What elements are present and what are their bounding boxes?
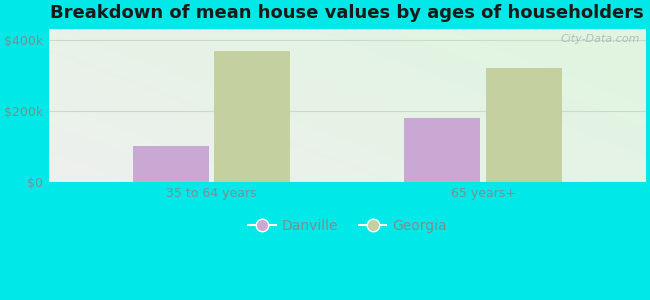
Bar: [404, 118, 480, 182]
Title: Breakdown of mean house values by ages of householders: Breakdown of mean house values by ages o…: [51, 4, 644, 22]
Legend: Danville, Georgia: Danville, Georgia: [242, 214, 452, 239]
Text: City-Data.com: City-Data.com: [560, 34, 640, 44]
Bar: [133, 146, 209, 182]
Bar: [214, 51, 291, 182]
Bar: [486, 68, 562, 182]
